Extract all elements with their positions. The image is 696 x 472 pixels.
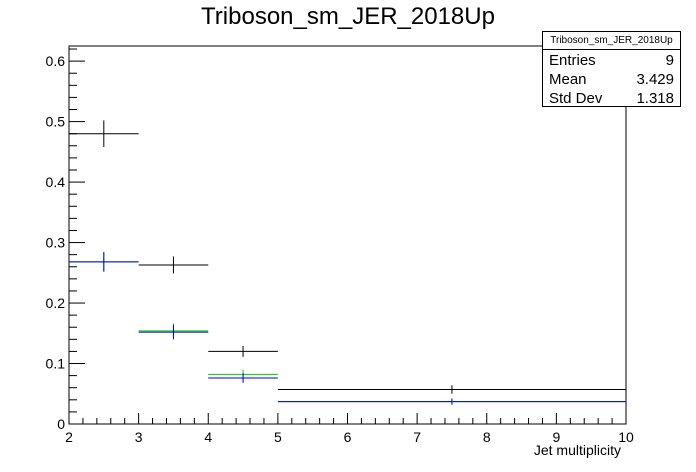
x-axis-label: Jet multiplicity (534, 442, 621, 458)
stats-stddev-row: Std Dev 1.318 (549, 89, 674, 108)
stats-box: Triboson_sm_JER_2018Up Entries 9 Mean 3.… (542, 31, 681, 107)
y-tick-label: 0.1 (46, 356, 66, 372)
x-tick-label: 9 (552, 429, 560, 445)
stats-entries-value: 9 (665, 52, 674, 69)
stats-stddev-label: Std Dev (549, 90, 603, 107)
x-tick-label: 3 (135, 429, 143, 445)
y-tick-label: 0.2 (46, 295, 66, 311)
y-tick-label: 0.3 (46, 235, 66, 251)
stats-entries-label: Entries (549, 52, 596, 69)
x-tick-label: 6 (344, 429, 352, 445)
chart-title: Triboson_sm_JER_2018Up (201, 3, 495, 30)
x-tick-label: 2 (65, 429, 73, 445)
x-tick-label: 4 (204, 429, 212, 445)
stats-mean-value: 3.429 (636, 71, 674, 88)
x-tick-label: 7 (413, 429, 421, 445)
y-tick-label: 0.4 (46, 174, 66, 190)
y-tick-label: 0.6 (46, 53, 66, 69)
y-tick-label: 0.5 (46, 114, 66, 130)
stats-mean-row: Mean 3.429 (549, 70, 674, 89)
x-tick-label: 10 (618, 429, 634, 445)
y-tick-label: 0 (57, 416, 65, 432)
x-tick-label: 8 (483, 429, 491, 445)
stats-stddev-value: 1.318 (636, 90, 674, 107)
stats-mean-label: Mean (549, 71, 587, 88)
stats-title: Triboson_sm_JER_2018Up (543, 32, 680, 50)
stats-entries-row: Entries 9 (549, 51, 674, 70)
x-tick-label: 5 (274, 429, 282, 445)
